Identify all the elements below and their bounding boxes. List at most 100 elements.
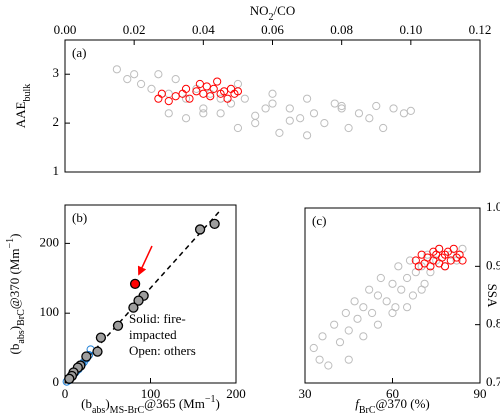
point <box>154 70 163 79</box>
x-tick-label: 0.02 <box>123 22 146 37</box>
point <box>133 295 144 306</box>
plot-frame <box>304 207 481 384</box>
x-axis-label-part: ) <box>105 396 109 411</box>
point <box>440 250 450 259</box>
point <box>344 326 353 335</box>
panel-label: (a) <box>72 45 86 60</box>
point <box>372 101 381 111</box>
point <box>388 308 397 318</box>
x-axis-label: NO2/CO <box>250 3 295 23</box>
point <box>394 262 403 271</box>
y-axis-label-part: bulk <box>22 84 33 102</box>
y-axis-label-part: AAE <box>13 101 28 128</box>
point <box>181 114 191 123</box>
point <box>268 89 277 98</box>
point <box>344 123 353 133</box>
annotation: Solid: fire- <box>129 311 186 326</box>
point <box>275 128 284 137</box>
point <box>309 343 318 353</box>
x-axis-label-part: 2 <box>269 12 274 23</box>
x-tick-label: 0.10 <box>399 22 422 37</box>
y-tick-label: 0.7 <box>486 374 500 389</box>
x-axis-label-part: f <box>355 396 361 411</box>
point <box>209 218 220 229</box>
y-axis-label-part: @370 (Mm <box>7 249 22 310</box>
point <box>365 114 374 123</box>
x-axis-label-part: NO <box>250 3 269 18</box>
x-tick-label: 0.04 <box>192 22 215 37</box>
point <box>233 87 243 96</box>
y-tick-label: 2 <box>53 114 60 129</box>
point <box>171 92 180 101</box>
point <box>226 84 236 93</box>
point <box>147 84 156 93</box>
point <box>406 106 415 115</box>
point <box>379 123 388 133</box>
point <box>206 92 215 101</box>
plot-frame <box>64 39 481 173</box>
x-tick-label: 0.08 <box>330 22 353 37</box>
point <box>128 302 139 313</box>
point <box>302 131 312 140</box>
y-axis-label-part: ) <box>7 234 22 238</box>
point <box>365 285 374 294</box>
point <box>199 109 208 118</box>
y-axis-label-part: SSA <box>485 284 500 308</box>
point <box>373 320 383 329</box>
y-tick-label: 0.9 <box>486 257 500 272</box>
y-axis-label-part: −1 <box>5 238 16 249</box>
point <box>123 75 132 84</box>
point <box>315 355 324 364</box>
point <box>389 104 398 113</box>
point <box>399 109 409 118</box>
point <box>251 119 260 128</box>
x-axis-label-part: MS-BrC <box>110 405 145 414</box>
x-tick-label: 0.12 <box>469 22 492 37</box>
arrow <box>137 245 153 276</box>
point <box>426 268 435 277</box>
point <box>296 114 305 123</box>
x-tick-label: 200 <box>226 386 246 401</box>
point <box>353 314 362 323</box>
point <box>216 109 225 118</box>
y-axis-label: SSA <box>485 284 500 308</box>
point <box>440 262 450 271</box>
y-axis-label: AAEbulk <box>13 84 33 129</box>
point <box>64 373 75 384</box>
point <box>181 84 191 93</box>
point <box>192 87 201 96</box>
annotation: Open: others <box>129 343 196 358</box>
y-axis-label-part: abs <box>16 330 27 343</box>
point <box>458 256 467 265</box>
point <box>195 79 204 89</box>
point <box>251 111 260 120</box>
point <box>157 89 166 98</box>
x-axis-label-part: −1 <box>205 394 216 405</box>
point <box>405 256 415 265</box>
point <box>402 273 412 283</box>
point <box>408 291 418 300</box>
x-axis-label-part: BrC <box>359 405 376 414</box>
y-axis-label: (babs)BrC@370 (Mm−1) <box>5 234 27 355</box>
point <box>320 119 329 128</box>
point <box>129 278 141 290</box>
point <box>337 101 346 111</box>
y-axis-label-part: ) <box>7 326 22 330</box>
point <box>226 99 236 108</box>
point <box>417 285 426 294</box>
point <box>344 355 353 364</box>
point <box>185 94 194 103</box>
point <box>178 89 187 98</box>
point <box>164 89 173 98</box>
x-axis-label-part: (b <box>81 396 92 411</box>
x-tick-label: 90 <box>474 386 487 401</box>
x-axis-label-part: /CO <box>274 3 296 18</box>
point <box>350 297 359 306</box>
point <box>112 320 124 331</box>
point <box>354 109 364 118</box>
x-axis-label: (babs)MS-BrC@365 (Mm−1) <box>81 394 220 414</box>
point <box>302 94 312 103</box>
point <box>240 94 249 103</box>
panel-label: (b) <box>72 210 87 225</box>
